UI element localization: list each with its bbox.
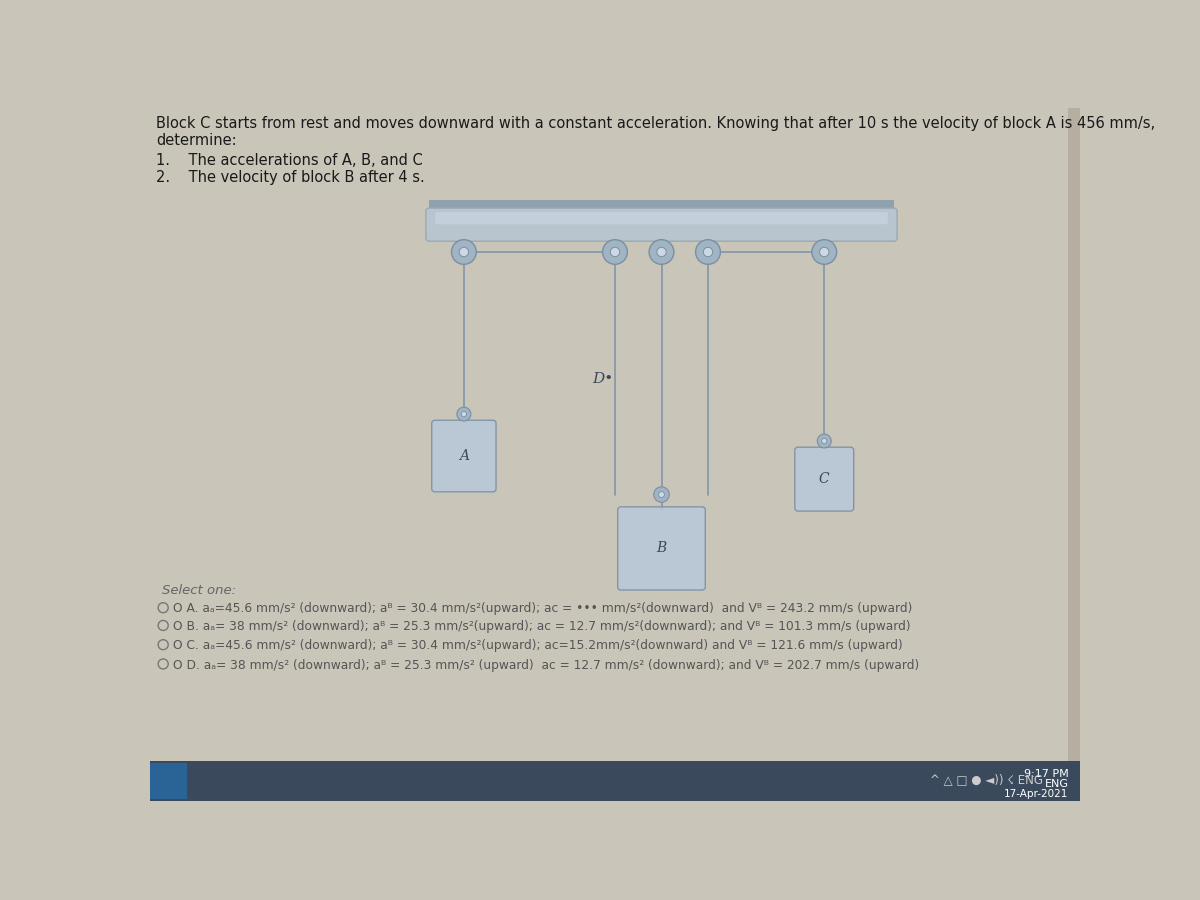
Circle shape [817, 434, 832, 448]
Circle shape [812, 239, 836, 265]
Bar [150, 761, 1080, 801]
Circle shape [659, 491, 665, 498]
Text: 9:17 PM: 9:17 PM [1024, 769, 1068, 778]
FancyBboxPatch shape [618, 507, 706, 590]
Text: ^ △ □ ● ◄)) ☇ ENG: ^ △ □ ● ◄)) ☇ ENG [930, 773, 1044, 787]
Text: 2.    The velocity of block B after 4 s.: 2. The velocity of block B after 4 s. [156, 169, 425, 184]
Circle shape [822, 438, 827, 444]
Circle shape [656, 248, 666, 256]
Text: 1.    The accelerations of A, B, and C: 1. The accelerations of A, B, and C [156, 153, 422, 167]
Text: D•: D• [592, 372, 613, 386]
Circle shape [451, 239, 476, 265]
Text: determine:: determine: [156, 132, 236, 148]
Circle shape [461, 411, 467, 417]
FancyBboxPatch shape [794, 447, 853, 511]
Circle shape [611, 248, 619, 256]
Circle shape [820, 248, 829, 256]
Bar [430, 201, 894, 214]
Text: O C. aₐ=45.6 mm/s² (downward); aᴮ = 30.4 mm/s²(upward); aᴄ=15.2mm/s²(downward) a: O C. aₐ=45.6 mm/s² (downward); aᴮ = 30.4… [173, 639, 904, 652]
FancyBboxPatch shape [436, 212, 888, 224]
FancyBboxPatch shape [432, 420, 496, 491]
Text: Block C starts from rest and moves downward with a constant acceleration. Knowin: Block C starts from rest and moves downw… [156, 116, 1156, 130]
Text: O A. aₐ=45.6 mm/s² (downward); aᴮ = 30.4 mm/s²(upward); aᴄ = ••• mm/s²(downward): O A. aₐ=45.6 mm/s² (downward); aᴮ = 30.4… [173, 602, 913, 616]
Bar [1068, 108, 1080, 761]
Text: A: A [458, 449, 469, 463]
Text: B: B [656, 542, 667, 555]
Text: O D. aₐ= 38 mm/s² (downward); aᴮ = 25.3 mm/s² (upward)  aᴄ = 12.7 mm/s² (downwar: O D. aₐ= 38 mm/s² (downward); aᴮ = 25.3 … [173, 659, 919, 671]
Circle shape [649, 239, 674, 265]
Text: Select one:: Select one: [162, 584, 235, 597]
Text: ENG: ENG [1044, 779, 1068, 789]
Text: 17-Apr-2021: 17-Apr-2021 [1004, 788, 1068, 798]
Circle shape [460, 248, 468, 256]
Text: O B. aₐ= 38 mm/s² (downward); aᴮ = 25.3 mm/s²(upward); aᴄ = 12.7 mm/s²(downward): O B. aₐ= 38 mm/s² (downward); aᴮ = 25.3 … [173, 620, 911, 633]
Circle shape [703, 248, 713, 256]
Text: C: C [818, 472, 829, 486]
Bar [150, 762, 187, 799]
FancyBboxPatch shape [426, 208, 898, 241]
Circle shape [602, 239, 628, 265]
Circle shape [696, 239, 720, 265]
Circle shape [654, 487, 670, 502]
Circle shape [457, 407, 470, 421]
